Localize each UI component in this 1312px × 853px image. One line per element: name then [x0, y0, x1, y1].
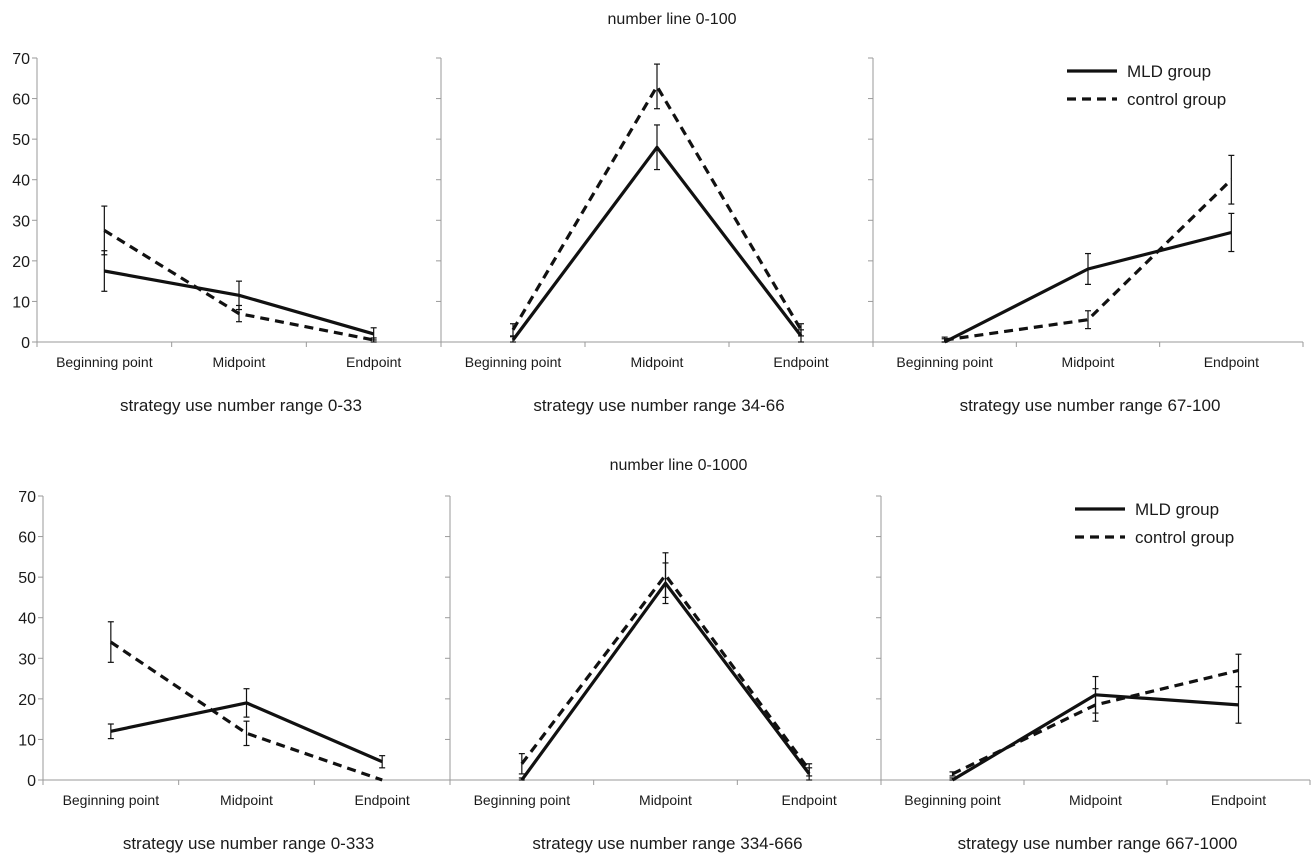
error-bar: [236, 304, 242, 323]
error-bar: [941, 336, 948, 343]
control-group-series-line: [511, 84, 803, 331]
panel-2-3: Beginning point Midpoint Endpoint strategy …: [876, 495, 1311, 853]
mld-group-series-line: [520, 581, 811, 781]
error-bar: [1228, 212, 1235, 253]
error-bar: [243, 688, 250, 718]
x-category-label: Beginning point: [904, 792, 1001, 808]
panel-2-1: Beginning point Midpoint Endpoint strategy …: [38, 495, 451, 853]
x-category-label: Beginning point: [896, 354, 993, 370]
x-category-label: Endpoint: [1211, 792, 1266, 808]
row-title: number line 0-1000: [610, 457, 748, 474]
x-category-label: Beginning point: [63, 792, 160, 808]
x-category-label: Endpoint: [773, 354, 828, 370]
error-bar: [107, 723, 114, 740]
x-category-label: Midpoint: [639, 792, 692, 808]
legend: MLD group control group: [1067, 62, 1226, 109]
row-title: number line 0-100: [608, 11, 737, 28]
error-bar: [518, 777, 525, 781]
x-category-label: Beginning point: [474, 792, 571, 808]
panel-xlabel: strategy use number range 0-333: [123, 834, 374, 853]
y-tick-label: 20: [18, 692, 36, 709]
x-category-label: Beginning point: [56, 354, 153, 370]
error-bar: [1228, 154, 1235, 205]
legend-label: control group: [1127, 90, 1226, 109]
error-bar: [1085, 310, 1091, 330]
chart-row-1: number line 0-100010203040506070Beginnin…: [12, 11, 1304, 415]
error-bar: [243, 720, 250, 747]
x-category-label: Endpoint: [1204, 354, 1259, 370]
y-tick-label: 60: [18, 530, 36, 547]
y-tick-label: 0: [27, 773, 36, 790]
error-bar: [654, 63, 660, 110]
error-bar: [654, 124, 660, 171]
panel-xlabel: strategy use number range 334-666: [532, 834, 802, 853]
error-bar: [662, 552, 669, 599]
x-category-label: Midpoint: [220, 792, 273, 808]
error-bar: [510, 336, 516, 343]
error-bar: [518, 753, 525, 775]
y-tick-label: 40: [12, 173, 30, 190]
legend: MLD group control group: [1075, 500, 1234, 547]
x-category-label: Midpoint: [213, 354, 266, 370]
y-tick-label: 10: [12, 294, 30, 311]
error-bar: [1085, 252, 1091, 285]
panel-2-2: Beginning point Midpoint Endpoint strategy …: [445, 495, 882, 853]
error-bar: [510, 323, 516, 337]
error-bar: [370, 337, 377, 343]
error-bar: [1235, 653, 1242, 688]
legend-label: control group: [1135, 528, 1234, 547]
panel-xlabel: strategy use number range 667-1000: [958, 834, 1238, 853]
error-bar: [107, 621, 114, 663]
y-tick-label: 30: [12, 213, 30, 230]
y-tick-label: 10: [18, 732, 36, 749]
mld-group-series-line: [511, 145, 803, 341]
x-category-label: Endpoint: [355, 792, 410, 808]
panel-xlabel: strategy use number range 34-66: [533, 396, 784, 415]
panel-1-3: Beginning point Midpoint Endpoint strategy …: [868, 57, 1304, 415]
panel-xlabel: strategy use number range 67-100: [960, 396, 1221, 415]
y-tick-label: 70: [18, 489, 36, 506]
panel-1-2: Beginning point Midpoint Endpoint strategy …: [436, 57, 874, 415]
panel-1-1: Beginning point Midpoint Endpoint strategy …: [32, 57, 442, 415]
y-tick-label: 70: [12, 51, 30, 68]
error-bar: [798, 323, 804, 337]
control-group-series-line: [109, 640, 383, 782]
error-bar: [101, 205, 108, 256]
error-bar: [806, 763, 813, 777]
y-tick-label: 50: [18, 570, 36, 587]
legend-label: MLD group: [1135, 500, 1219, 519]
x-category-label: Endpoint: [346, 354, 401, 370]
y-tick-label: 50: [12, 132, 30, 149]
error-bar: [949, 777, 956, 781]
error-bar: [949, 771, 956, 777]
chart-row-2: number line 0-1000010203040506070Beginni…: [18, 457, 1311, 853]
legend-label: MLD group: [1127, 62, 1211, 81]
y-tick-label: 20: [12, 254, 30, 271]
panel-xlabel: strategy use number range 0-33: [120, 396, 362, 415]
x-category-label: Midpoint: [1062, 354, 1115, 370]
error-bar: [379, 755, 386, 769]
x-category-label: Midpoint: [631, 354, 684, 370]
x-category-label: Beginning point: [465, 354, 562, 370]
x-category-label: Midpoint: [1069, 792, 1122, 808]
x-category-label: Endpoint: [782, 792, 837, 808]
y-tick-label: 40: [18, 611, 36, 628]
y-tick-label: 60: [12, 92, 30, 109]
y-tick-label: 30: [18, 651, 36, 668]
control-group-series-line: [520, 573, 811, 771]
y-tick-label: 0: [21, 335, 30, 352]
error-bar: [1092, 688, 1099, 722]
control-group-series-line: [944, 178, 1233, 342]
